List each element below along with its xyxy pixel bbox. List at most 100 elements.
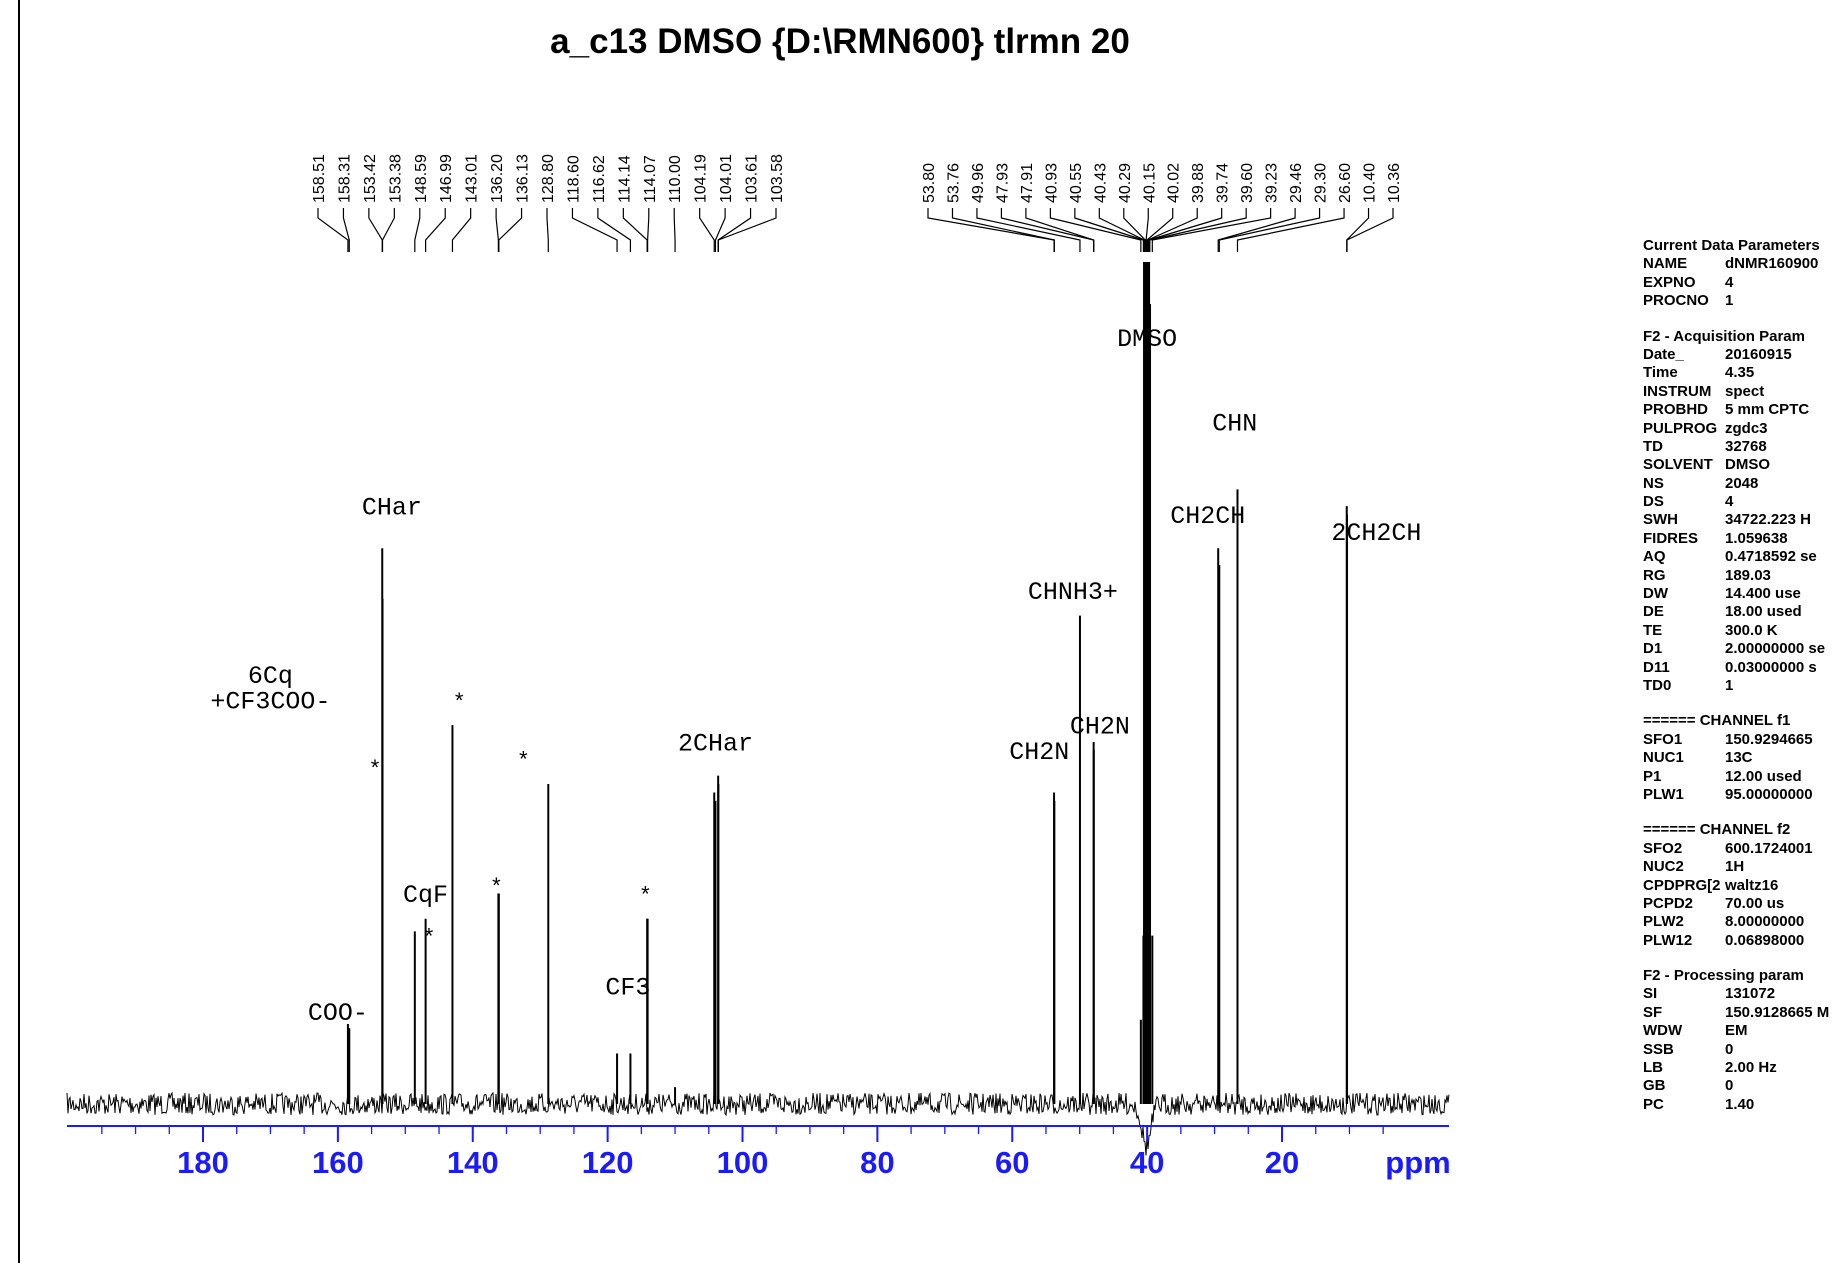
parameter-row: Time 4.35 (1643, 364, 1838, 382)
parameter-row: PLW12 0.06898000 (1643, 932, 1838, 950)
parameter-value: 34722.223 H (1725, 511, 1811, 529)
peak-pick-label: 153.42 (362, 154, 379, 203)
parameter-row: RG 189.03 (1643, 567, 1838, 585)
parameter-row: PC 1.40 (1643, 1096, 1838, 1114)
parameter-section-header: Current Data Parameters (1643, 237, 1820, 254)
parameter-row: NS 2048 (1643, 475, 1838, 493)
acquisition-parameters-panel: Current Data Parameters NAME dNMR160900 EXP… (1643, 237, 1838, 1137)
parameter-row: D1 2.00000000 se (1643, 640, 1838, 658)
peak-pick-label: 136.13 (515, 154, 532, 203)
peak-pick-leader (1236, 208, 1345, 252)
peak-pick-leader (1123, 208, 1146, 252)
peak-pick-label: 29.46 (1288, 163, 1305, 203)
peak-pick-label: 39.88 (1190, 163, 1207, 203)
peak-pick-leader (951, 208, 1055, 252)
parameter-row: TE 300.0 K (1643, 622, 1838, 640)
parameter-value: 8.00000000 (1725, 913, 1805, 931)
parameter-value: 0.4718592 se (1725, 548, 1817, 566)
peak-pick-leader (1145, 208, 1149, 252)
parameter-value: 0 (1725, 1077, 1734, 1095)
peak-pick-label: 39.60 (1239, 163, 1256, 203)
parameter-key: TD (1643, 437, 1663, 455)
peak-pick-label: 40.55 (1068, 163, 1085, 203)
parameter-row: Date_ 20160915 (1643, 346, 1838, 364)
peak-annotation: 2CH2CH (1331, 519, 1421, 548)
parameter-value: 32768 (1725, 437, 1767, 455)
parameter-row: SI 131072 (1643, 985, 1838, 1003)
peak-pick-leader (381, 208, 395, 252)
parameter-key: WDW (1643, 1022, 1683, 1040)
parameter-row: SFO1 150.9294665 (1643, 731, 1838, 749)
peak-annotation: CHN (1212, 409, 1257, 438)
parameter-value: 4 (1725, 273, 1734, 291)
peak-annotation: 6Cq (248, 662, 293, 691)
peak-pick-leader (1217, 208, 1296, 252)
parameter-value: 70.00 us (1725, 894, 1785, 912)
parameter-key: PLW1 (1643, 785, 1684, 803)
parameter-value: 1H (1725, 858, 1745, 876)
parameter-section-gap (1643, 950, 1838, 967)
parameter-row: SSB 0 (1643, 1041, 1838, 1059)
peak-pick-label: 26.60 (1337, 163, 1354, 203)
parameter-value: 1 (1725, 676, 1734, 694)
peak-pick-label: 110.00 (667, 155, 684, 203)
peak-pick-label: 40.43 (1092, 163, 1109, 203)
parameter-row: WDW EM (1643, 1022, 1838, 1040)
parameter-row: NUC1 13C (1643, 749, 1838, 767)
parameter-row: SWH 34722.223 H (1643, 511, 1838, 529)
peak-pick-label: 104.01 (718, 154, 735, 203)
parameter-row: GB 0 (1643, 1077, 1838, 1095)
parameter-row: DS 4 (1643, 493, 1838, 511)
peak-annotation: CH2N (1070, 713, 1130, 742)
star-marker: * (639, 884, 652, 909)
peak-pick-leader (546, 208, 549, 252)
parameter-row: TD 32768 (1643, 438, 1838, 456)
parameter-value: 4.35 (1725, 364, 1755, 382)
parameter-key: TD0 (1643, 676, 1672, 694)
peak-annotation: CH2N (1009, 738, 1069, 767)
parameter-row: PLW1 95.00000000 (1643, 786, 1838, 804)
peak-pick-leader (1218, 208, 1321, 252)
peak-annotation: CHNH3+ (1028, 578, 1118, 607)
peak-pick-leader (976, 208, 1081, 252)
peak-pick-leader (368, 208, 383, 252)
parameter-key: FIDRES (1643, 529, 1699, 547)
parameter-key: DS (1643, 493, 1664, 511)
peak-pick-label: 143.01 (464, 154, 481, 203)
peak-pick-leader (571, 208, 618, 252)
parameter-value: 2.00000000 se (1725, 640, 1826, 658)
peak-annotation: CHar (362, 494, 422, 523)
x-tick-label: 160 (312, 1145, 364, 1180)
parameter-key: PULPROG (1643, 419, 1718, 437)
parameter-value: spect (1725, 382, 1765, 400)
parameter-value: 20160915 (1725, 345, 1792, 363)
parameter-row: SOLVENT DMSO (1643, 456, 1838, 474)
parameter-value: 600.1724001 (1725, 839, 1813, 857)
peak-lines (346, 262, 1349, 1104)
parameter-value: DMSO (1725, 456, 1770, 474)
parameter-section-header: F2 - Processing param (1643, 967, 1804, 985)
parameter-row: FIDRES 1.059638 (1643, 530, 1838, 548)
parameter-key: LB (1643, 1059, 1663, 1077)
parameter-value: 1.059638 (1725, 529, 1788, 547)
parameter-value: 0.06898000 (1725, 931, 1805, 949)
parameter-key: RG (1643, 566, 1666, 584)
star-marker: * (490, 876, 503, 901)
peak-pick-leader (1146, 208, 1174, 252)
parameter-value: 1 (1725, 292, 1734, 310)
parameter-row: SFO2 600.1724001 (1643, 840, 1838, 858)
peak-pick-label: 136.20 (489, 154, 506, 203)
peak-pick-label: 128.80 (540, 154, 557, 203)
parameter-key: SFO2 (1643, 839, 1683, 857)
peak-pick-leader (1148, 208, 1223, 252)
peak-pick-label: 116.62 (591, 155, 608, 203)
parameter-key: PROBHD (1643, 401, 1709, 419)
x-tick-label: 60 (995, 1145, 1029, 1180)
parameter-key: AQ (1643, 548, 1666, 566)
parameter-key: DW (1643, 585, 1668, 603)
peak-pick-label: 103.61 (744, 154, 761, 203)
star-marker: * (368, 758, 381, 783)
parameter-key: SWH (1643, 511, 1678, 529)
parameter-row: DW 14.400 use (1643, 585, 1838, 603)
